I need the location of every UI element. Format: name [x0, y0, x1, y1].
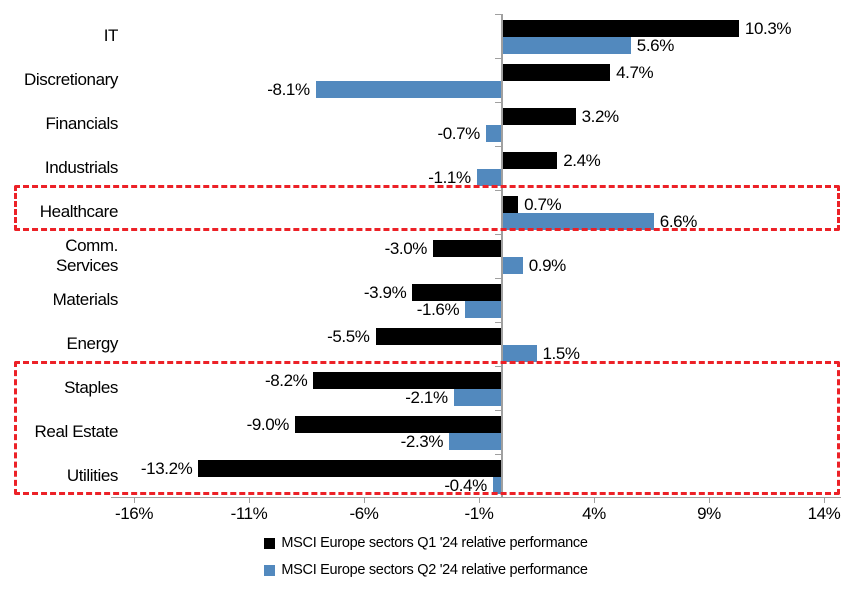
y-axis-tick [495, 102, 501, 103]
y-axis-tick [495, 366, 501, 367]
bar-q1 [433, 240, 502, 257]
y-axis-tick [495, 234, 501, 235]
x-axis-tick-label: -11% [230, 504, 268, 523]
value-label: 2.4% [563, 151, 601, 170]
x-axis-tick [709, 497, 710, 503]
x-axis-tick-label: 9% [697, 504, 721, 523]
legend-label-q1: MSCI Europe sectors Q1 '24 relative perf… [281, 535, 588, 551]
value-label: -9.0% [246, 415, 290, 434]
y-axis-line [501, 14, 503, 497]
x-axis-tick [249, 497, 250, 503]
legend-item-q1: MSCI Europe sectors Q1 '24 relative perf… [264, 533, 588, 553]
category-label: Financials [45, 114, 118, 133]
value-label: -3.9% [363, 283, 407, 302]
x-axis-tick [594, 497, 595, 503]
bar-q2 [449, 433, 502, 450]
legend-swatch-q1-icon [264, 537, 276, 549]
bar-q2 [315, 81, 502, 98]
category-label: Industrials [44, 158, 118, 177]
y-axis-tick [495, 278, 501, 279]
category-label: Energy [66, 334, 119, 353]
value-label: 6.6% [659, 212, 698, 231]
x-axis-tick [479, 497, 480, 503]
value-label: 0.9% [528, 256, 567, 275]
legend-item-q2: MSCI Europe sectors Q2 '24 relative perf… [264, 560, 588, 580]
legend-label-q2: MSCI Europe sectors Q2 '24 relative perf… [281, 562, 588, 578]
highlight-box [14, 361, 840, 495]
value-label: -1.1% [428, 168, 471, 187]
value-label: -1.6% [416, 300, 460, 319]
value-label: -0.4% [444, 476, 487, 495]
bar-q2 [502, 257, 523, 274]
bar-q2 [453, 389, 502, 406]
x-axis-tick [134, 497, 135, 503]
x-axis-tick [824, 497, 825, 503]
value-label: 3.2% [581, 107, 620, 126]
category-label: Utilities [66, 466, 119, 485]
value-label: -8.1% [267, 80, 310, 99]
x-axis-tick-label: -16% [114, 504, 154, 523]
value-label: 10.3% [744, 19, 792, 38]
y-axis-tick [495, 14, 501, 15]
x-axis-tick-label: 14% [807, 504, 841, 523]
bar-q1 [313, 372, 502, 389]
value-label: -2.3% [400, 432, 444, 451]
value-label: -0.7% [437, 124, 480, 143]
category-label: Staples [64, 378, 118, 397]
y-axis-tick [495, 322, 501, 323]
category-label: IT [103, 26, 119, 45]
y-axis-tick [495, 190, 501, 191]
bar-q1 [198, 460, 502, 477]
value-label: -3.0% [384, 239, 428, 258]
bar-q1 [295, 416, 502, 433]
category-label: Healthcare [39, 202, 119, 221]
bar-q1 [375, 328, 502, 345]
x-axis-tick-label: -1% [464, 504, 494, 523]
value-label: 5.6% [636, 36, 675, 55]
x-axis-tick [364, 497, 365, 503]
category-label: Discretionary [24, 70, 118, 89]
x-axis-line [111, 497, 841, 498]
bar-q2 [502, 213, 654, 230]
bar-q1 [502, 196, 519, 213]
bar-q1 [502, 152, 558, 169]
bar-q2 [502, 345, 537, 362]
value-label: 1.5% [542, 344, 581, 363]
x-axis-tick-label: -6% [349, 504, 379, 523]
value-label: -5.5% [327, 327, 370, 346]
x-axis-tick-label: 4% [582, 504, 606, 523]
bar-q2 [492, 477, 502, 494]
y-axis-tick [495, 410, 501, 411]
value-label: -13.2% [140, 459, 193, 478]
y-axis-tick [495, 146, 501, 147]
value-label: -8.2% [264, 371, 308, 390]
bar-q2 [502, 37, 631, 54]
bar-q2 [485, 125, 502, 142]
bar-q2 [476, 169, 502, 186]
bar-q1 [502, 64, 611, 81]
legend-swatch-q2-icon [264, 564, 276, 576]
bar-q1 [502, 20, 739, 37]
value-label: 4.7% [616, 63, 654, 82]
category-label: Materials [52, 290, 119, 309]
bar-q1 [412, 284, 502, 301]
highlight-box [14, 185, 840, 231]
category-label: Comm. Services [56, 236, 118, 275]
value-label: -2.1% [405, 388, 448, 407]
value-label: 0.7% [524, 195, 562, 214]
bar-q1 [502, 108, 576, 125]
y-axis-tick [495, 454, 501, 455]
y-axis-tick [495, 58, 501, 59]
category-label: Real Estate [34, 422, 119, 441]
bar-q2 [465, 301, 502, 318]
legend: MSCI Europe sectors Q1 '24 relative perf… [0, 533, 852, 580]
